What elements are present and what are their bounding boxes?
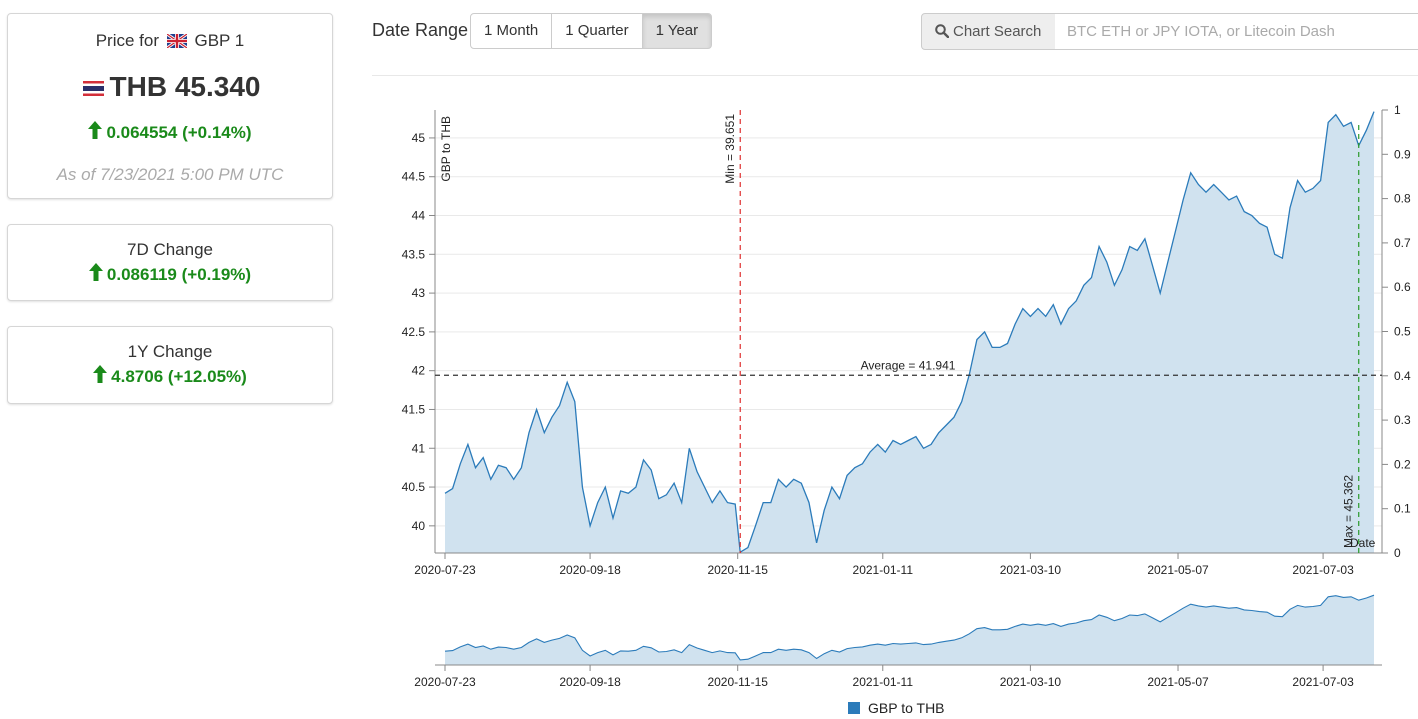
navigator-x-tick-label: 2021-01-11: [853, 675, 914, 689]
price-card: Price for GBP 1 THB 45.340 0.064554 (+0.…: [7, 13, 333, 199]
y-tick-label: 44.5: [402, 170, 426, 184]
average-label: Average = 41.941: [861, 358, 956, 372]
y-tick-label: 42: [412, 364, 426, 378]
x-tick-label: 2021-05-07: [1147, 563, 1209, 577]
change-7d-title: 7D Change: [126, 240, 213, 259]
x-tick-label: 2021-01-11: [853, 563, 914, 577]
arrow-up-icon: [88, 263, 103, 281]
change-7d-card: 7D Change 0.086119 (+0.19%): [7, 224, 333, 301]
change-7d-value: 0.086119 (+0.19%): [8, 263, 332, 285]
y-tick-label: 41.5: [402, 402, 426, 416]
right-tick-label: 1: [1394, 103, 1401, 117]
chart-search-input[interactable]: [1055, 13, 1418, 50]
change-1y-value: 4.8706 (+12.05%): [8, 365, 332, 387]
y-tick-label: 42.5: [402, 325, 426, 339]
y-tick-label: 40.5: [402, 480, 426, 494]
right-tick-label: 0.2: [1394, 457, 1411, 471]
right-axis-title: Date: [1350, 536, 1376, 550]
x-tick-label: 2020-11-15: [707, 563, 768, 577]
arrow-up-icon: [88, 121, 103, 139]
navigator-x-tick-label: 2020-09-18: [559, 675, 621, 689]
main-series-line: [444, 111, 1375, 554]
y-tick-label: 41: [412, 441, 426, 455]
x-tick-label: 2021-03-10: [1000, 563, 1062, 577]
navigator-x-tick-label: 2020-07-23: [414, 675, 476, 689]
price-value-text: THB 45.340: [109, 71, 261, 102]
chart-search-label: Chart Search: [953, 23, 1042, 40]
price-label: Price for GBP 1: [8, 31, 332, 51]
chart-search-button[interactable]: Chart Search: [921, 13, 1056, 50]
price-label-currency: GBP 1: [194, 31, 245, 50]
date-range-group: 1 Month 1 Quarter 1 Year: [470, 13, 713, 49]
right-tick-label: 0.6: [1394, 280, 1411, 294]
right-tick-label: 0.7: [1394, 236, 1411, 250]
legend-label: GBP to THB: [868, 700, 945, 716]
toolbar-divider: [372, 75, 1418, 76]
uk-flag-icon: [166, 34, 187, 48]
y-tick-label: 44: [412, 209, 426, 223]
x-tick-label: 2021-07-03: [1292, 563, 1354, 577]
max-label: Max = 45.362: [1342, 475, 1356, 548]
change-1y-text: 4.8706 (+12.05%): [111, 367, 247, 386]
right-tick-label: 0.1: [1394, 502, 1411, 516]
navigator-x-tick-label: 2021-03-10: [1000, 675, 1062, 689]
x-tick-label: 2020-07-23: [414, 563, 476, 577]
range-1-year-button[interactable]: 1 Year: [641, 13, 713, 49]
right-tick-label: 0.3: [1394, 413, 1411, 427]
change-1y-title: 1Y Change: [127, 342, 213, 361]
change-1y-card: 1Y Change 4.8706 (+12.05%): [7, 326, 333, 404]
price-label-prefix: Price for: [95, 31, 160, 50]
navigator-x-tick-label: 2020-11-15: [707, 675, 768, 689]
legend-swatch: [848, 702, 860, 714]
right-tick-label: 0: [1394, 546, 1401, 560]
price-change: 0.064554 (+0.14%): [8, 121, 332, 143]
right-tick-label: 0.5: [1394, 325, 1411, 339]
price-change-text: 0.064554 (+0.14%): [106, 123, 252, 142]
navigator-x-tick-label: 2021-05-07: [1147, 675, 1209, 689]
min-label: Min = 39.651: [723, 114, 737, 184]
right-tick-label: 0.4: [1394, 369, 1411, 383]
y-tick-label: 45: [412, 131, 426, 145]
navigator-x-tick-label: 2021-07-03: [1292, 675, 1354, 689]
date-range-label: Date Range: [372, 20, 469, 40]
y-tick-label: 43: [412, 286, 426, 300]
thai-flag-icon: [82, 81, 104, 96]
right-tick-label: 0.9: [1394, 147, 1411, 161]
navigator-line: [444, 594, 1375, 661]
as-of-timestamp: As of 7/23/2021 5:00 PM UTC: [56, 165, 284, 184]
price-value: THB 45.340: [8, 71, 332, 103]
navigator-area: [445, 595, 1374, 665]
y-tick-label: 43.5: [402, 247, 426, 261]
right-tick-label: 0.8: [1394, 192, 1411, 206]
y-axis-title: GBP to THB: [439, 116, 453, 182]
range-1-quarter-button[interactable]: 1 Quarter: [551, 13, 643, 49]
y-tick-label: 40: [412, 519, 426, 533]
main-series-area: [445, 111, 1374, 553]
range-1-month-button[interactable]: 1 Month: [470, 13, 553, 49]
x-tick-label: 2020-09-18: [559, 563, 621, 577]
arrow-up-icon: [93, 365, 108, 383]
change-7d-text: 0.086119 (+0.19%): [106, 265, 252, 284]
search-icon: [935, 24, 950, 39]
